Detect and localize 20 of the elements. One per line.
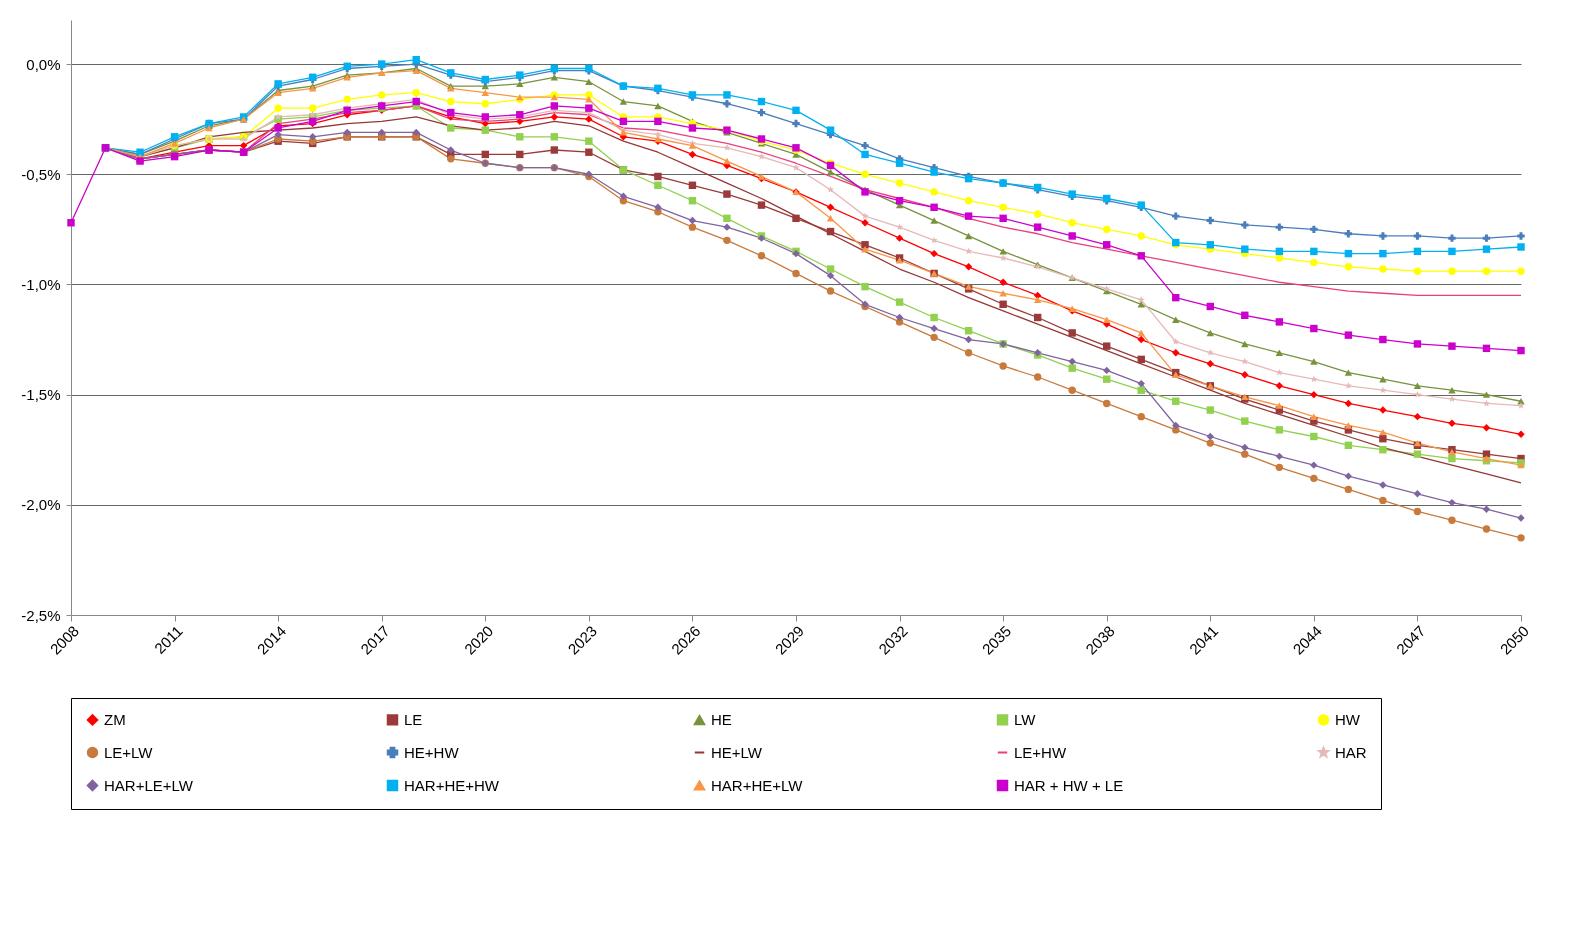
legend-label: HAR+HE+LW [711, 776, 804, 794]
legend-label: LE [404, 710, 423, 728]
legend-label: HAR + HW + LE [1014, 776, 1124, 794]
legend-label: HE [711, 711, 732, 729]
y-tick-label: 0,0% [26, 55, 61, 73]
y-tick-label: -1,0% [21, 275, 61, 293]
legend-label: HAR+LE+LW [104, 776, 194, 794]
legend-label: HE+HW [404, 743, 460, 761]
legend-label: ZM [104, 710, 126, 728]
legend-label: HAR [1335, 743, 1367, 761]
y-tick-label: -2,0% [21, 496, 61, 514]
legend-label: HAR+HE+HW [404, 776, 500, 794]
y-tick-label: -0,5% [21, 165, 61, 183]
y-tick-label: -1,5% [21, 386, 61, 404]
legend-label: LE+LW [104, 743, 154, 761]
legend-label: HE+LW [711, 743, 763, 761]
legend-label: HW [1335, 710, 1361, 728]
legend-label: LW [1014, 710, 1037, 728]
legend-label: LE+HW [1014, 743, 1067, 761]
y-tick-label: -2,5% [21, 606, 61, 624]
